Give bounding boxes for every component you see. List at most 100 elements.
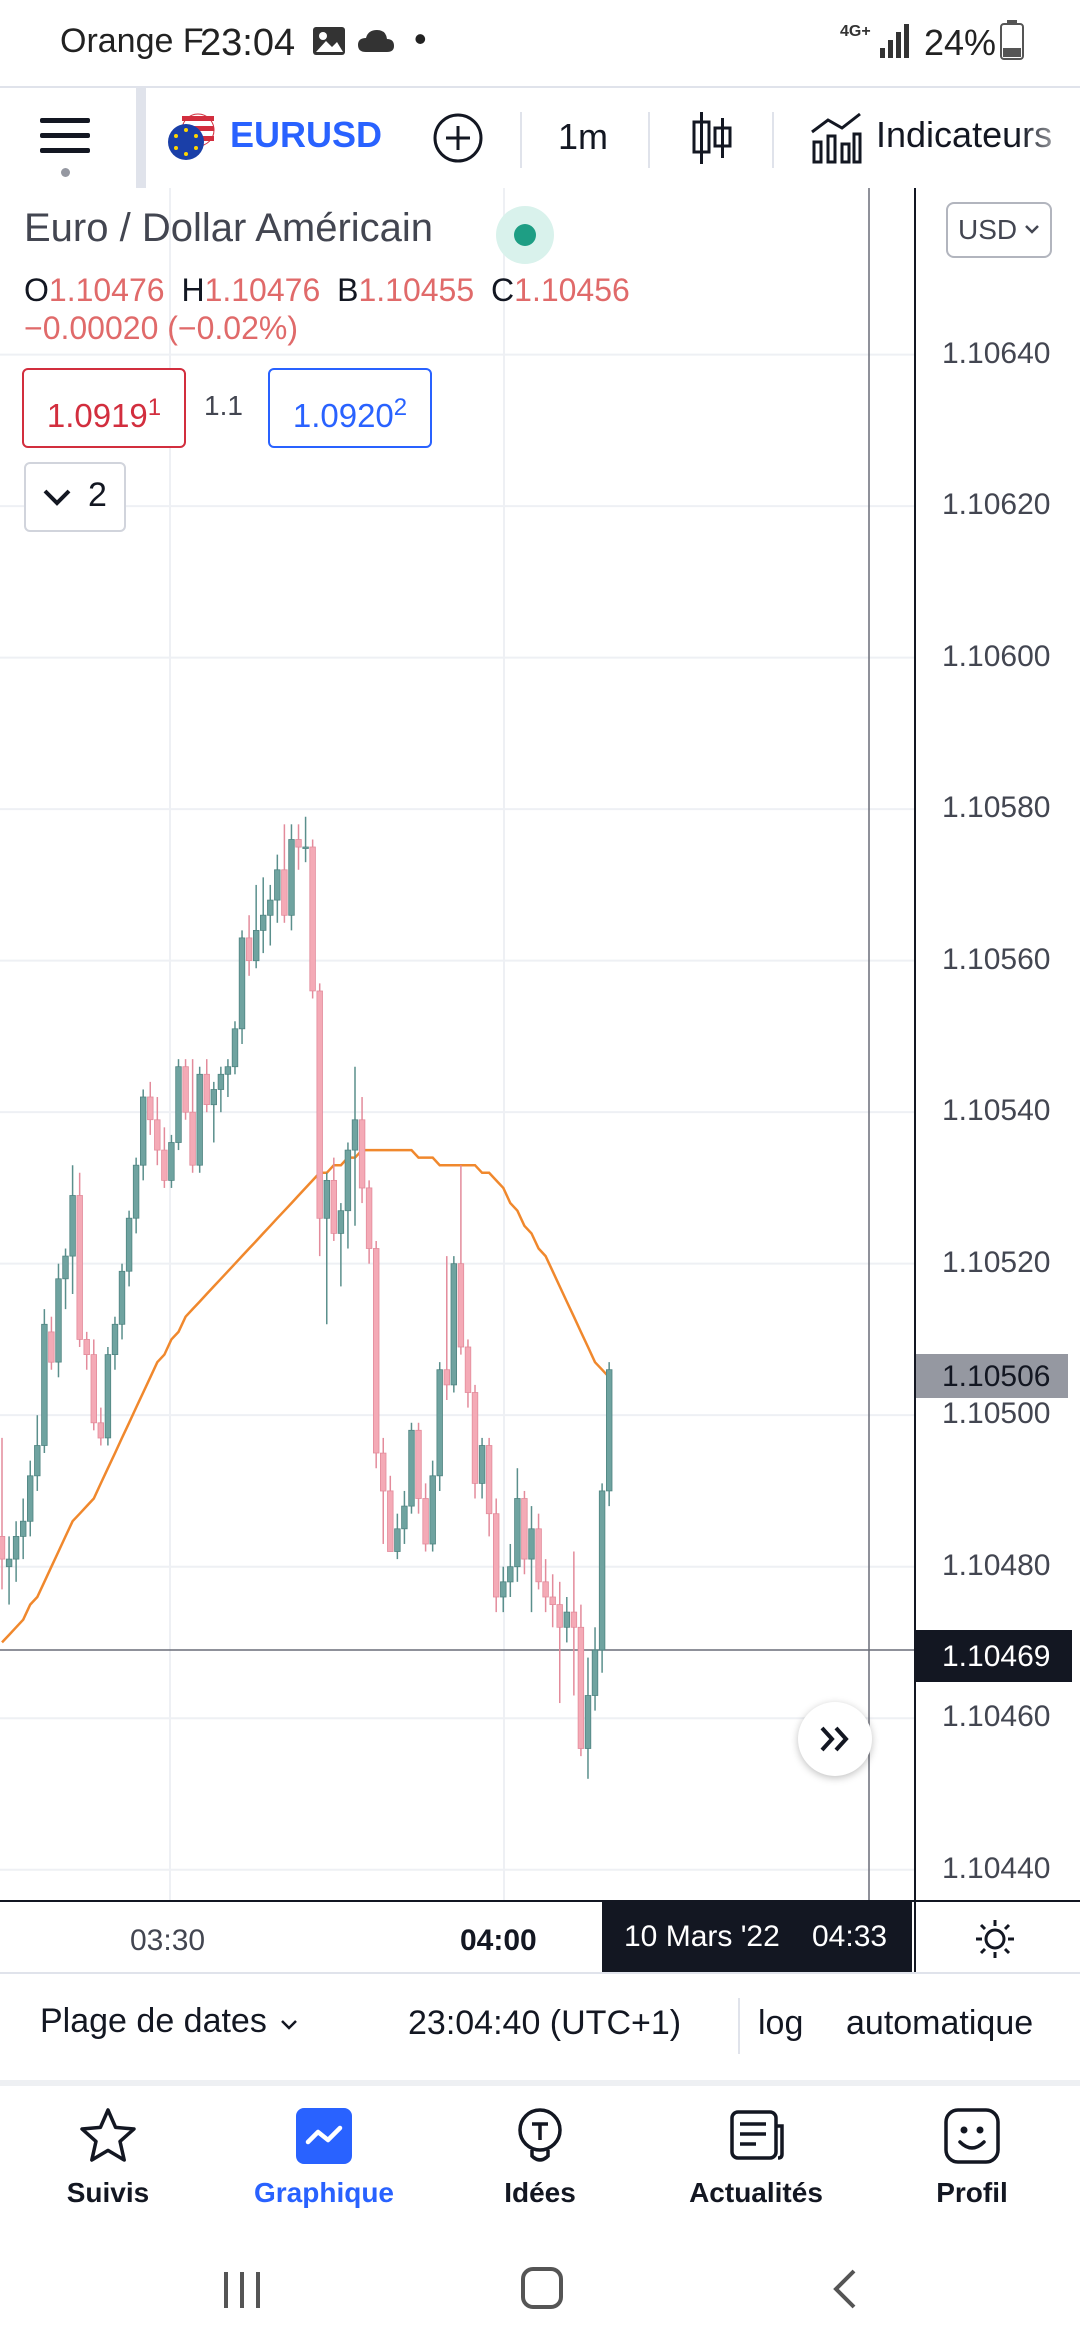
candle bbox=[606, 1369, 613, 1492]
back-icon[interactable] bbox=[830, 2268, 860, 2315]
candle bbox=[450, 1263, 457, 1386]
indicator-count: 2 bbox=[88, 476, 107, 514]
candle bbox=[245, 937, 253, 962]
chart-pane[interactable] bbox=[0, 188, 914, 1900]
clock-timezone[interactable]: 23:04:40 (UTC+1) bbox=[408, 2004, 682, 2042]
candle bbox=[500, 1581, 507, 1598]
sell-button[interactable]: 1.09191 bbox=[22, 368, 186, 448]
nav-label: Actualités bbox=[689, 2177, 823, 2208]
menu-icon[interactable] bbox=[40, 116, 90, 177]
separator bbox=[738, 1998, 740, 2054]
chevron-down-icon bbox=[1025, 225, 1039, 234]
battery-percent: 24% bbox=[924, 22, 997, 63]
log-scale-button[interactable]: log bbox=[758, 2004, 804, 2042]
candle bbox=[281, 869, 288, 916]
nav-item-graphique[interactable]: Graphique bbox=[224, 2106, 424, 2209]
symbol-label[interactable]: EURUSD bbox=[230, 114, 383, 155]
price-tick-label: 1.10460 bbox=[942, 1700, 1051, 1734]
add-symbol-icon[interactable] bbox=[432, 112, 484, 169]
notification-dot: • bbox=[414, 18, 427, 59]
chevron-down-icon bbox=[43, 489, 71, 506]
close-label: C bbox=[491, 272, 515, 308]
candle bbox=[492, 1513, 500, 1598]
candle bbox=[528, 1528, 535, 1560]
candle bbox=[217, 1073, 225, 1090]
candle bbox=[535, 1528, 542, 1583]
candle bbox=[309, 846, 316, 992]
toolbar-separator bbox=[772, 112, 774, 168]
candle bbox=[203, 1073, 210, 1105]
candle bbox=[415, 1429, 422, 1499]
date-range-bar: Plage de dates 23:04:40 (UTC+1) log auto… bbox=[0, 1972, 1080, 2076]
candlestick-chart[interactable] bbox=[0, 188, 914, 1900]
double-chevron-right-icon bbox=[820, 1726, 849, 1752]
nav-item-profil[interactable]: Profil bbox=[872, 2106, 1072, 2209]
time-tick-label: 04:00 bbox=[460, 1924, 537, 1957]
price-tick-label: 1.10640 bbox=[942, 336, 1051, 370]
candle bbox=[514, 1498, 521, 1568]
candle bbox=[19, 1520, 27, 1537]
candle bbox=[443, 1369, 450, 1386]
candle bbox=[436, 1369, 443, 1477]
candle bbox=[175, 1066, 182, 1143]
crosshair-time: 04:33 bbox=[812, 1920, 888, 1953]
smiley-icon bbox=[944, 2108, 1000, 2164]
price-tick-label: 1.10480 bbox=[942, 1548, 1051, 1582]
candle bbox=[344, 1149, 352, 1212]
candle bbox=[238, 937, 246, 1030]
price-change: −0.00020 (−0.02%) bbox=[24, 310, 298, 346]
sell-price: 1.0919 bbox=[46, 397, 148, 434]
candle-type-icon[interactable] bbox=[692, 110, 732, 171]
nav-item-actualites[interactable]: Actualités bbox=[656, 2106, 856, 2209]
candle bbox=[161, 1149, 168, 1181]
price-tick-label: 1.10560 bbox=[942, 942, 1051, 976]
candle bbox=[97, 1422, 104, 1439]
time-tick-label: 03:30 bbox=[130, 1924, 206, 1957]
candle bbox=[26, 1475, 34, 1522]
candle bbox=[125, 1217, 133, 1272]
price-tick-label: 1.10620 bbox=[942, 488, 1051, 522]
time-axis[interactable]: 03:30 04:00 10 Mars '22 04:33 bbox=[0, 1900, 1080, 1974]
toolbar-divider bbox=[136, 88, 146, 188]
candle bbox=[5, 1558, 13, 1568]
crosshair-price-tag: 1.10469 bbox=[916, 1630, 1072, 1682]
eurusd-flag-icon bbox=[166, 112, 216, 167]
interval-button[interactable]: 1m bbox=[558, 116, 609, 157]
candle bbox=[316, 990, 323, 1219]
nav-label: Idées bbox=[504, 2177, 576, 2208]
crosshair-date: 10 Mars '22 bbox=[624, 1920, 780, 1953]
auto-scale-button[interactable]: automatique bbox=[846, 2004, 1034, 2042]
symbol-title: Euro / Dollar Américain bbox=[24, 206, 434, 250]
axis-divider bbox=[914, 1902, 916, 1972]
candle bbox=[90, 1354, 97, 1424]
candle bbox=[591, 1649, 599, 1696]
candle bbox=[478, 1445, 486, 1484]
candle bbox=[422, 1498, 429, 1545]
collapse-indicators-button[interactable]: 2 bbox=[24, 462, 126, 532]
nav-label: Profil bbox=[936, 2177, 1008, 2208]
bottom-nav: Suivis Graphique Idées Actualités Profil bbox=[0, 2080, 1080, 2236]
candle bbox=[274, 869, 281, 901]
nav-item-suivis[interactable]: Suivis bbox=[8, 2106, 208, 2209]
price-tick-label: 1.10540 bbox=[942, 1094, 1051, 1128]
home-icon[interactable] bbox=[520, 2266, 564, 2315]
chart-settings-icon[interactable] bbox=[974, 1918, 1016, 1965]
buy-button[interactable]: 1.09202 bbox=[268, 368, 432, 448]
date-range-button[interactable]: Plage de dates bbox=[40, 2002, 299, 2041]
candle bbox=[408, 1429, 415, 1507]
cloud-icon bbox=[356, 28, 396, 59]
price-tick-label: 1.10580 bbox=[942, 791, 1051, 825]
gallery-icon bbox=[312, 26, 346, 61]
indicators-button[interactable]: Indicateurs bbox=[876, 114, 1080, 164]
market-open-icon[interactable] bbox=[496, 206, 554, 264]
candle bbox=[168, 1142, 175, 1181]
buy-price: 1.0920 bbox=[292, 397, 394, 434]
low-label: B bbox=[337, 272, 359, 308]
price-axis[interactable]: 1.10640 1.10620 1.10600 1.10580 1.10560 1.105… bbox=[914, 188, 1080, 1900]
recent-apps-icon[interactable] bbox=[220, 2270, 264, 2315]
candle bbox=[154, 1119, 161, 1151]
indicators-icon[interactable] bbox=[810, 112, 862, 169]
nav-item-idees[interactable]: Idées bbox=[440, 2106, 640, 2209]
scroll-to-realtime-button[interactable] bbox=[798, 1702, 872, 1776]
currency-selector[interactable]: USD bbox=[946, 202, 1052, 258]
